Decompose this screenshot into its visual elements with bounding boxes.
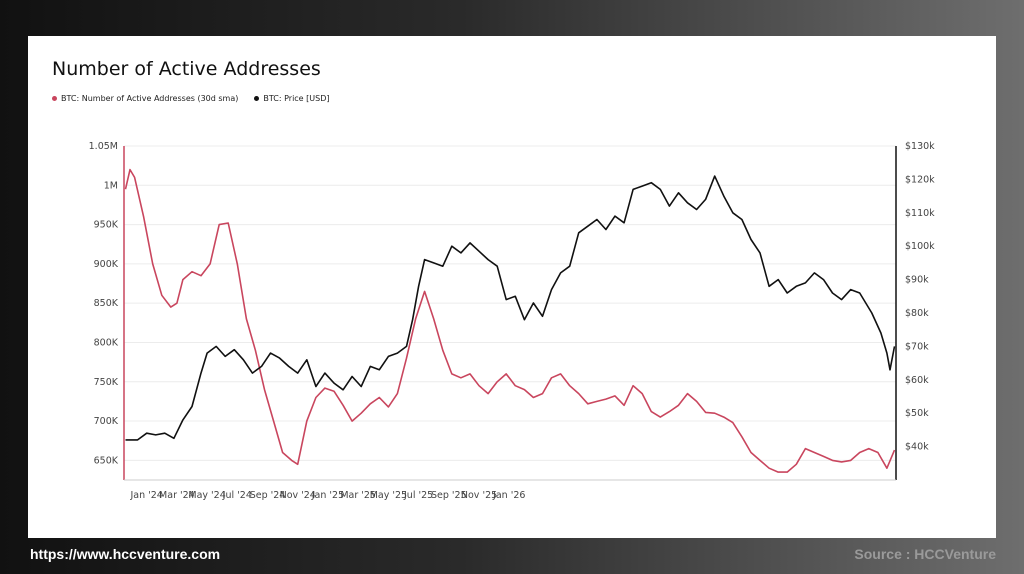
series-line-active-addresses xyxy=(124,168,896,473)
series-line-price xyxy=(125,175,896,441)
y-left-tick-label: 1.05M xyxy=(89,141,118,152)
x-tick-label: Mar '25 xyxy=(340,490,376,501)
x-tick-label: Jan '24 xyxy=(129,490,162,501)
y-right-tick-label: $70k xyxy=(905,341,929,352)
chart-plot: 650K 700K 750K 800K 850K 900K 950K 1M 1.05M $40k $… xyxy=(89,141,936,501)
legend-marker-active-addresses xyxy=(52,96,57,101)
y-left-tick-label: 750K xyxy=(94,377,119,388)
x-tick-label: May '25 xyxy=(370,490,407,501)
y-right-tick-label: $120k xyxy=(905,174,935,185)
y-left-tick-label: 700K xyxy=(94,416,119,427)
y-left-tick-label: 950K xyxy=(94,220,119,231)
x-tick-label: Jan '26 xyxy=(492,490,525,501)
x-tick-label: Jan '25 xyxy=(311,490,344,501)
y-left-tick-label: 800K xyxy=(94,337,119,348)
y-right-tick-label: $130k xyxy=(905,141,935,152)
x-tick-label: Sep '24 xyxy=(250,490,286,501)
y-right-tick-label: $50k xyxy=(905,408,929,419)
legend-item-active-addresses[interactable]: BTC: Number of Active Addresses (30d sma… xyxy=(52,94,238,103)
y-right-tick-label: $110k xyxy=(905,208,935,219)
x-tick-label: May '24 xyxy=(188,490,225,501)
legend-item-price[interactable]: BTC: Price [USD] xyxy=(254,94,329,103)
legend: BTC: Number of Active Addresses (30d sma… xyxy=(52,94,329,103)
y-right-tick-label: $90k xyxy=(905,275,929,286)
y-left-tick-label: 650K xyxy=(94,455,119,466)
x-tick-label: Jul '24 xyxy=(222,490,252,501)
legend-label-active-addresses: BTC: Number of Active Addresses (30d sma… xyxy=(61,94,239,103)
legend-marker-price xyxy=(254,96,260,101)
y-right-tick-label: $60k xyxy=(905,375,929,386)
x-tick-label: Nov '24 xyxy=(280,490,316,501)
x-tick-label: Sep '25 xyxy=(431,490,467,501)
chart-card: Number of Active Addresses BTC: Number o… xyxy=(28,36,996,538)
y-right-tick-label: $40k xyxy=(905,442,929,453)
y-right-tick-label: $100k xyxy=(905,241,935,252)
legend-label-price: BTC: Price [USD] xyxy=(263,94,330,103)
y-right-tick-label: $80k xyxy=(905,308,929,319)
x-tick-label: Jul '25 xyxy=(403,490,433,501)
x-tick-label: Nov '25 xyxy=(461,490,497,501)
y-left-tick-label: 850K xyxy=(94,298,119,309)
y-left-tick-label: 1M xyxy=(104,180,118,191)
chart-title: Number of Active Addresses xyxy=(52,58,321,80)
y-left-tick-label: 900K xyxy=(94,259,119,270)
website-url[interactable]: https://www.hccventure.com xyxy=(30,546,221,562)
x-tick-label: Mar '24 xyxy=(159,490,195,501)
source-credit: Source : HCCVenture xyxy=(854,546,996,562)
